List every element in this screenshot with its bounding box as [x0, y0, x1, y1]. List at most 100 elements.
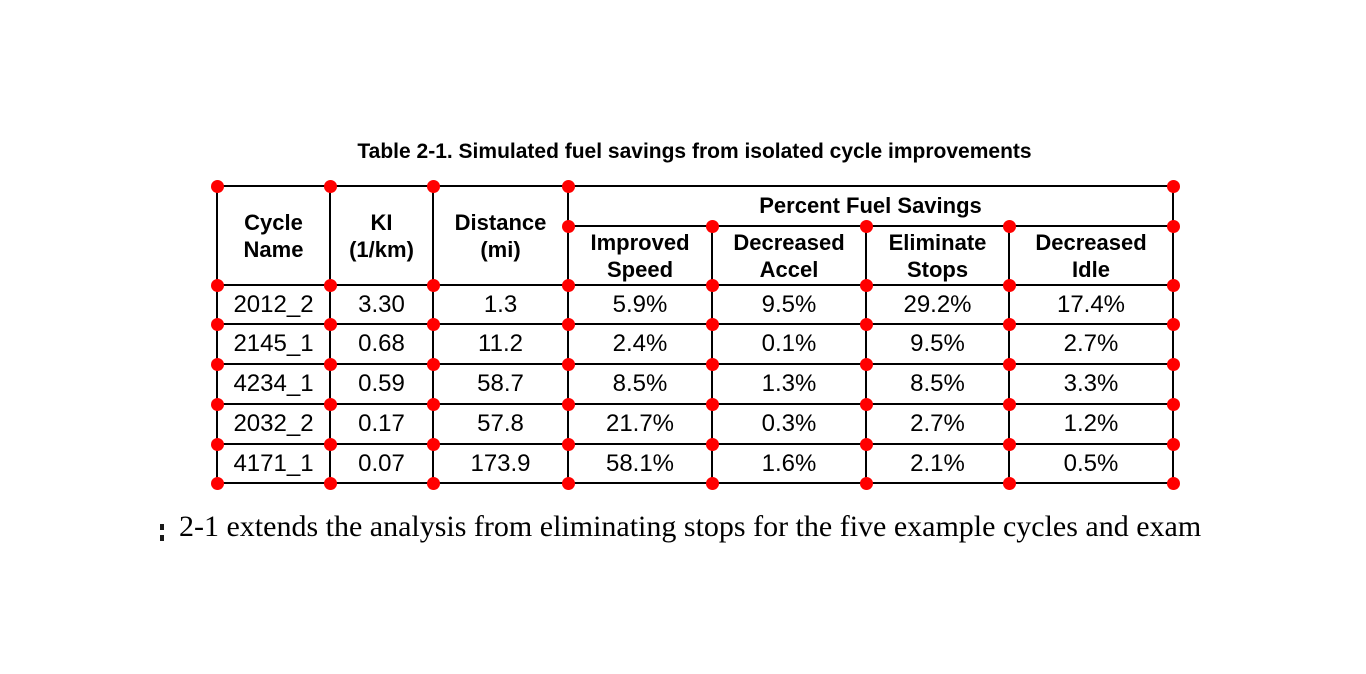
body-text-line: 2-1 extends the analysis from eliminatin…: [179, 510, 1202, 543]
grid-corner-dot: [561, 437, 575, 451]
grid-corner-dot: [705, 476, 719, 490]
table-cell: 0.07: [329, 443, 434, 484]
table-cell: 11.2: [432, 323, 569, 365]
table-cell: 58.1%: [567, 443, 713, 484]
grid-corner-dot: [323, 278, 337, 292]
table-cell: 3.30: [329, 284, 434, 325]
grid-corner-dot: [561, 397, 575, 411]
grid-corner-dot: [426, 476, 440, 490]
table-cell: 2.4%: [567, 323, 713, 365]
table-cell: 0.17: [329, 403, 434, 445]
table-cell: 2.7%: [865, 403, 1010, 445]
column-header-decreased-accel: Decreased Accel: [711, 225, 867, 286]
column-header-percent-fuel-savings: Percent Fuel Savings: [567, 185, 1174, 227]
table-cell: 4171_1: [216, 443, 331, 484]
grid-corner-dot: [859, 278, 873, 292]
grid-corner-dot: [859, 357, 873, 371]
table-cell: 2012_2: [216, 284, 331, 325]
column-header-distance: Distance (mi): [432, 185, 569, 286]
grid-corner-dot: [210, 278, 224, 292]
grid-corner-dot: [210, 317, 224, 331]
fuel-savings-table: Cycle Name KI (1/km) Distance (mi) Perce…: [216, 185, 1174, 484]
table-cell: 1.2%: [1008, 403, 1174, 445]
table-cell: 2.1%: [865, 443, 1010, 484]
grid-corner-dot: [1166, 219, 1180, 233]
grid-corner-dot: [1002, 437, 1016, 451]
table-cell: 5.9%: [567, 284, 713, 325]
table-cell: 1.3: [432, 284, 569, 325]
table-cell: 17.4%: [1008, 284, 1174, 325]
grid-corner-dot: [1002, 397, 1016, 411]
grid-corner-dot: [426, 357, 440, 371]
grid-corner-dot: [210, 179, 224, 193]
table-cell: 2.7%: [1008, 323, 1174, 365]
grid-corner-dot: [323, 476, 337, 490]
column-header-cycle-name: Cycle Name: [216, 185, 331, 286]
table-caption: Table 2-1. Simulated fuel savings from i…: [357, 140, 1032, 163]
grid-corner-dot: [561, 476, 575, 490]
grid-corner-dot: [210, 476, 224, 490]
grid-corner-dot: [705, 357, 719, 371]
table-cell: 2145_1: [216, 323, 331, 365]
table-cell: 29.2%: [865, 284, 1010, 325]
grid-corner-dot: [1002, 278, 1016, 292]
grid-corner-dot: [859, 397, 873, 411]
grid-corner-dot: [1002, 219, 1016, 233]
table-cell: 9.5%: [711, 284, 867, 325]
grid-corner-dot: [1166, 437, 1180, 451]
grid-corner-dot: [561, 278, 575, 292]
grid-corner-dot: [426, 437, 440, 451]
grid-corner-dot: [705, 437, 719, 451]
grid-corner-dot: [1166, 179, 1180, 193]
grid-corner-dot: [561, 219, 575, 233]
table-cell: 0.59: [329, 363, 434, 405]
column-header-ki: KI (1/km): [329, 185, 434, 286]
grid-corner-dot: [426, 278, 440, 292]
grid-corner-dot: [323, 357, 337, 371]
table-row: 4171_1 0.07 173.9 58.1% 1.6% 2.1% 0.5%: [216, 443, 1174, 484]
clipped-character-fragment: [160, 535, 164, 541]
table-cell: 0.68: [329, 323, 434, 365]
grid-corner-dot: [210, 357, 224, 371]
grid-corner-dot: [323, 397, 337, 411]
table-cell: 4234_1: [216, 363, 331, 405]
table-row: 2145_1 0.68 11.2 2.4% 0.1% 9.5% 2.7%: [216, 323, 1174, 365]
column-header-decreased-idle: Decreased Idle: [1008, 225, 1174, 286]
grid-corner-dot: [426, 397, 440, 411]
grid-corner-dot: [1166, 397, 1180, 411]
grid-corner-dot: [323, 179, 337, 193]
grid-corner-dot: [561, 179, 575, 193]
grid-corner-dot: [323, 437, 337, 451]
table-cell: 1.3%: [711, 363, 867, 405]
table-cell: 0.3%: [711, 403, 867, 445]
table-cell: 8.5%: [567, 363, 713, 405]
table-cell: 9.5%: [865, 323, 1010, 365]
grid-corner-dot: [705, 278, 719, 292]
table-cell: 3.3%: [1008, 363, 1174, 405]
column-header-eliminate-stops: Eliminate Stops: [865, 225, 1010, 286]
column-header-improved-speed: Improved Speed: [567, 225, 713, 286]
grid-corner-dot: [1002, 317, 1016, 331]
grid-corner-dot: [859, 219, 873, 233]
grid-corner-dot: [705, 397, 719, 411]
grid-corner-dot: [561, 317, 575, 331]
grid-corner-dot: [1002, 357, 1016, 371]
table-cell: 173.9: [432, 443, 569, 484]
grid-corner-dot: [426, 179, 440, 193]
grid-corner-dot: [705, 219, 719, 233]
table-cell: 0.5%: [1008, 443, 1174, 484]
grid-corner-dot: [426, 317, 440, 331]
grid-corner-dot: [210, 437, 224, 451]
table-row: 4234_1 0.59 58.7 8.5% 1.3% 8.5% 3.3%: [216, 363, 1174, 405]
table-cell: 21.7%: [567, 403, 713, 445]
grid-corner-dot: [1166, 317, 1180, 331]
table-row: 2032_2 0.17 57.8 21.7% 0.3% 2.7% 1.2%: [216, 403, 1174, 445]
grid-corner-dot: [210, 397, 224, 411]
grid-corner-dot: [859, 476, 873, 490]
grid-corner-dot: [859, 437, 873, 451]
grid-corner-dot: [1166, 278, 1180, 292]
grid-corner-dot: [705, 317, 719, 331]
grid-corner-dot: [1166, 357, 1180, 371]
table-cell: 8.5%: [865, 363, 1010, 405]
